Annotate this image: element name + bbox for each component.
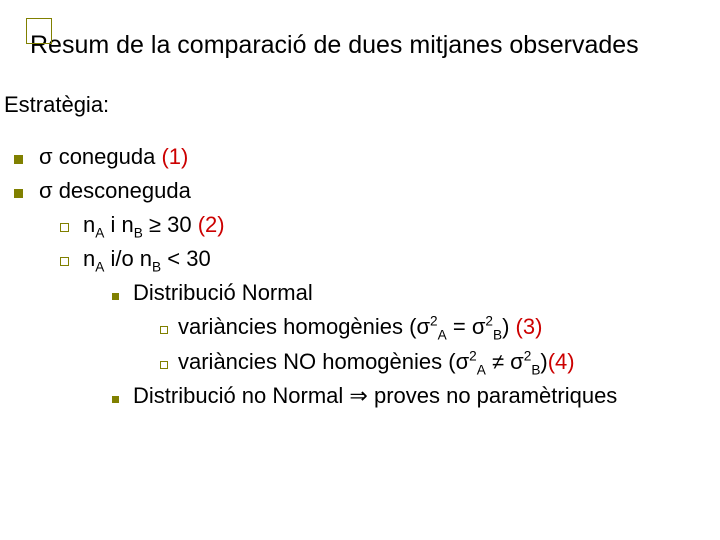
slide: Resum de la comparació de dues mitjanes … xyxy=(0,0,720,540)
subsub-nonormal: Distribució no Normal ⇒ proves no paramè… xyxy=(10,379,700,413)
ge-symbol: ≥ xyxy=(149,212,161,237)
ref-1: (1) xyxy=(161,144,188,169)
square-bullet-icon xyxy=(14,155,23,164)
slide-title: Resum de la comparació de dues mitjanes … xyxy=(30,30,708,60)
eq-symbol: = xyxy=(453,314,466,339)
sigma-symbol: σ xyxy=(456,349,470,374)
sigma-symbol: σ xyxy=(39,178,53,203)
sub: B xyxy=(152,260,161,275)
sigma-symbol: σ xyxy=(472,314,486,339)
subheading: Estratègia: xyxy=(4,92,109,118)
sup: 2 xyxy=(485,314,493,329)
line-text: Distribució Normal xyxy=(133,276,313,310)
sigma-symbol: σ xyxy=(39,144,53,169)
ref-4: (4) xyxy=(548,349,575,374)
text: n xyxy=(83,212,95,237)
sub: A xyxy=(438,328,447,343)
open-square-bullet-icon xyxy=(60,223,69,232)
sup: 2 xyxy=(524,348,532,363)
ref-3: (3) xyxy=(516,314,543,339)
text: Distribució no Normal xyxy=(133,383,349,408)
sigma-symbol: σ xyxy=(510,349,524,374)
square-bullet-icon xyxy=(112,396,119,403)
text: 30 xyxy=(180,246,211,271)
text: proves no paramètriques xyxy=(368,383,617,408)
subsubsub-homog: variàncies homogènies (σ2A = σ2B) (3) xyxy=(10,310,700,344)
open-square-bullet-icon xyxy=(160,361,168,369)
sub: B xyxy=(134,226,143,241)
ref-2: (2) xyxy=(198,212,225,237)
sub: A xyxy=(477,362,486,377)
text: variàncies homogènies ( xyxy=(178,314,416,339)
text: ) xyxy=(540,349,547,374)
lt-symbol: < xyxy=(167,246,180,271)
line-text: σ coneguda (1) xyxy=(39,140,188,174)
sub: B xyxy=(493,328,502,343)
neq-symbol: ≠ xyxy=(492,349,504,374)
text: n xyxy=(83,246,95,271)
line-text: Distribució no Normal ⇒ proves no paramè… xyxy=(133,379,617,413)
line-text: variàncies NO homogènies (σ2A ≠ σ2B)(4) xyxy=(178,345,575,379)
square-bullet-icon xyxy=(14,189,23,198)
sub: A xyxy=(95,260,104,275)
bullet-sigma-known: σ coneguda (1) xyxy=(10,140,700,174)
line-text: σ desconeguda xyxy=(39,174,191,208)
open-square-bullet-icon xyxy=(60,257,69,266)
text: i n xyxy=(104,212,133,237)
subbullet-n-small: nA i/o nB < 30 xyxy=(10,242,700,276)
line-text: variàncies homogènies (σ2A = σ2B) (3) xyxy=(178,310,542,344)
title-accent-square xyxy=(26,18,52,44)
subsubsub-nohomog: variàncies NO homogènies (σ2A ≠ σ2B)(4) xyxy=(10,345,700,379)
text: i/o n xyxy=(104,246,152,271)
content-body: σ coneguda (1) σ desconeguda nA i nB ≥ 3… xyxy=(10,140,700,413)
bullet-sigma-unknown: σ desconeguda xyxy=(10,174,700,208)
sub: A xyxy=(95,226,104,241)
square-bullet-icon xyxy=(112,293,119,300)
subbullet-n-large: nA i nB ≥ 30 (2) xyxy=(10,208,700,242)
open-square-bullet-icon xyxy=(160,326,168,334)
title-block: Resum de la comparació de dues mitjanes … xyxy=(30,30,708,60)
sup: 2 xyxy=(469,348,477,363)
subsub-normal: Distribució Normal xyxy=(10,276,700,310)
text: 30 xyxy=(161,212,198,237)
text: ) xyxy=(502,314,515,339)
implies-symbol: ⇒ xyxy=(349,383,367,408)
sigma-symbol: σ xyxy=(416,314,430,339)
text: desconeguda xyxy=(53,178,191,203)
line-text: nA i nB ≥ 30 (2) xyxy=(83,208,225,242)
line-text: nA i/o nB < 30 xyxy=(83,242,211,276)
sup: 2 xyxy=(430,314,438,329)
text: variàncies NO homogènies ( xyxy=(178,349,456,374)
text: coneguda xyxy=(53,144,162,169)
